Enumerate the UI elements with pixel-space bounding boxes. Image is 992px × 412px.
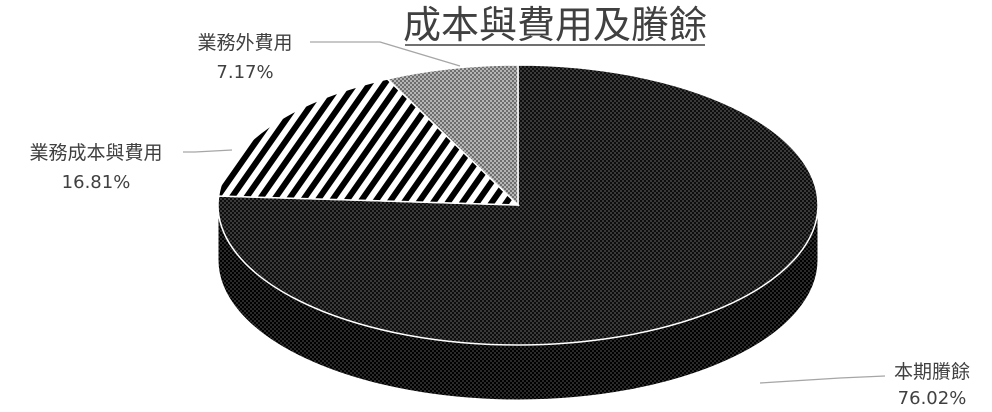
pie-slice-nonop-expenses [385,64,519,207]
slice-label-pct-nonop-expenses: 7.17% [216,62,273,83]
chart-title: 成本與費用及賸餘 [403,3,707,47]
slice-label-name-nonop-expenses: 業務外費用 [197,32,292,54]
slice-label-name-surplus: 本期賸餘 [894,361,970,383]
slice-label-pct-surplus: 76.02% [898,388,967,409]
pie-slice-operating-costs [217,78,520,206]
leader-line-surplus [759,375,886,384]
slice-label-pct-operating-costs: 16.81% [62,172,131,193]
leader-line-nonop-expenses [310,41,461,67]
slice-label-name-operating-costs: 業務成本與費用 [29,142,162,164]
leader-line-operating-costs [183,149,233,153]
